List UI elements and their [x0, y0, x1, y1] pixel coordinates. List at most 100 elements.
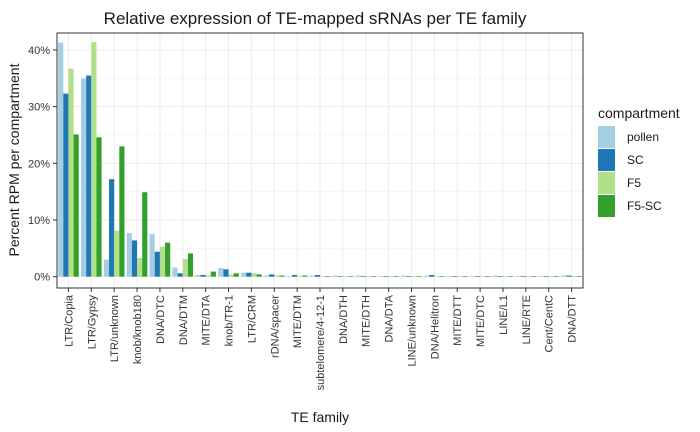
bar-f5: [502, 276, 509, 277]
bar-f5-sc: [370, 276, 377, 277]
bar-f5-sc: [348, 276, 354, 277]
bar-sc: [223, 269, 229, 277]
bar-f5: [480, 276, 486, 277]
bar-pollen: [401, 275, 407, 277]
bar-pollen: [126, 233, 132, 277]
x-tick-label: LTR/CRM: [246, 295, 258, 343]
legend-label-pollen: pollen: [627, 130, 659, 144]
legend-swatch-f5-sc: [598, 195, 615, 217]
bar-sc: [360, 276, 366, 277]
bar-sc: [246, 272, 252, 277]
bar-f5-sc: [530, 276, 537, 277]
bar-pollen: [149, 234, 155, 277]
bar-pollen: [58, 42, 64, 277]
bar-f5-sc: [119, 146, 125, 277]
y-tick-label: 10%: [28, 215, 50, 227]
bar-f5-sc: [187, 253, 194, 277]
bar-pollen: [195, 274, 201, 277]
bar-sc: [200, 274, 206, 277]
y-tick-label: 0%: [34, 272, 50, 284]
y-tick-label: 20%: [28, 158, 50, 170]
x-tick-label: knob/TR-1: [224, 295, 236, 346]
bar-f5: [388, 276, 394, 277]
bar-f5-sc: [553, 276, 559, 277]
bar-f5-sc: [508, 276, 514, 277]
bar-pollen: [469, 276, 475, 277]
bar-sc: [109, 179, 115, 277]
bar-f5-sc: [485, 276, 491, 277]
bar-f5: [548, 276, 554, 277]
bar-sc: [291, 274, 298, 277]
x-tick-label: Cent/CentC: [544, 295, 556, 353]
bar-f5: [91, 42, 97, 277]
bar-sc: [406, 276, 412, 277]
x-tick-label: DNA/DTM: [178, 295, 190, 345]
y-tick-label: 30%: [28, 102, 50, 114]
bar-f5: [182, 259, 188, 277]
bar-pollen: [378, 276, 384, 277]
y-axis: 0% 10% 20% 30% 40%: [28, 45, 57, 284]
bar-f5: [525, 276, 531, 277]
bar-f5: [274, 275, 280, 277]
bar-sc: [177, 273, 183, 277]
bar-sc: [314, 274, 320, 277]
bar-sc: [497, 276, 503, 277]
bar-f5-sc: [393, 276, 399, 277]
bar-f5: [228, 274, 234, 277]
bar-f5-sc: [210, 271, 216, 277]
bar-f5-sc: [416, 276, 422, 277]
chart-title: Relative expression of TE-mapped sRNAs p…: [104, 9, 527, 28]
bar-f5-sc: [325, 276, 331, 277]
bar-pollen: [218, 268, 224, 277]
bar-sc: [131, 240, 138, 277]
bar-pollen: [332, 275, 338, 277]
bar-pollen: [172, 267, 178, 277]
bar-f5: [411, 276, 417, 277]
bar-f5: [114, 230, 120, 277]
x-tick-label: LTR/Copia: [63, 294, 75, 347]
x-tick-label: LTR/Gypsy: [86, 295, 98, 350]
y-tick-label: 40%: [28, 45, 50, 57]
bar-sc: [452, 276, 458, 277]
bar-f5-sc: [165, 242, 171, 277]
x-tick-label: LTR/unknown: [109, 295, 121, 362]
bar-f5: [571, 276, 577, 277]
bar-f5: [205, 275, 211, 277]
bar-pollen: [561, 275, 567, 277]
bar-f5-sc: [462, 276, 468, 277]
legend-title: compartment: [598, 105, 680, 121]
x-tick-label: MITE/DTM: [292, 295, 304, 348]
bar-f5: [457, 276, 463, 277]
bar-sc: [154, 251, 160, 277]
x-tick-label: knob/knob180: [132, 295, 144, 364]
bar-pollen: [492, 275, 498, 277]
bar-pollen: [446, 276, 453, 277]
bar-pollen: [424, 275, 430, 277]
bar-sc: [63, 93, 69, 277]
x-tick-label: DNA/DTA: [384, 294, 396, 342]
x-tick-label: LINE/unknown: [406, 295, 418, 367]
bar-sc: [269, 274, 275, 277]
bar-pollen: [355, 275, 361, 277]
bar-f5: [320, 276, 326, 277]
bar-sc: [566, 275, 572, 277]
bar-f5-sc: [302, 275, 308, 277]
x-tick-label: DNA/DTH: [338, 295, 350, 344]
x-tick-label: LINE/L1: [498, 295, 510, 335]
bar-f5-sc: [279, 275, 285, 277]
bar-sc: [337, 276, 343, 277]
x-tick-label: MITE/DTT: [452, 295, 464, 346]
legend-swatch-sc: [598, 149, 615, 171]
bar-sc: [86, 75, 92, 277]
bar-f5-sc: [142, 192, 148, 277]
legend-swatch-f5: [598, 172, 615, 194]
bar-f5: [159, 246, 166, 277]
x-tick-label: DNA/DTC: [155, 295, 167, 344]
bar-pollen: [286, 276, 292, 277]
bars-layer: [58, 42, 582, 277]
bar-pollen: [241, 272, 247, 277]
bar-f5-sc: [256, 274, 262, 277]
y-axis-title: Percent RPM per compartment: [6, 63, 22, 256]
